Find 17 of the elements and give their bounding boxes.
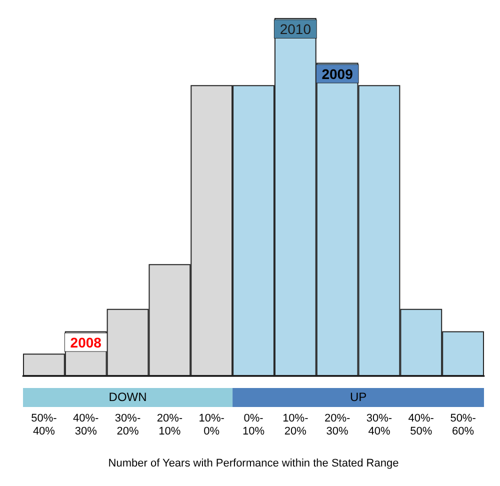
- x-tick-label: 30%-40%: [366, 412, 392, 438]
- x-tick-label: 40%-50%: [408, 412, 434, 438]
- text: DOWN: [108, 390, 147, 404]
- x-tick-label: 40%-30%: [73, 412, 100, 438]
- x-tick-label: 50%-40%: [31, 412, 58, 438]
- x-tick-label: 50%-60%: [450, 412, 476, 438]
- x-tick-label: 20%-10%: [156, 412, 183, 438]
- annotation: 2008: [70, 334, 102, 350]
- x-axis-title: Number of Years with Performance within the Stated Range: [108, 458, 399, 470]
- annotation: 2009: [322, 66, 354, 82]
- annotation: 2010: [280, 21, 312, 37]
- text: UP: [350, 390, 367, 404]
- x-tick-label: 0%-10%: [242, 412, 265, 438]
- x-tick-label: 30%-20%: [114, 412, 141, 438]
- x-tick-label: 10%-20%: [282, 412, 309, 438]
- x-tick-label: 10%-0%: [198, 412, 225, 438]
- x-tick-label: 20%-30%: [324, 412, 350, 438]
